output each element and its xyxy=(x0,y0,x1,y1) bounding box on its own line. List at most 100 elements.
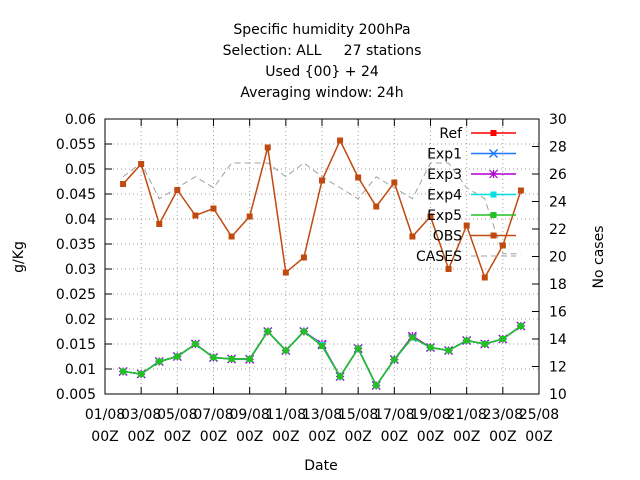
y2-tick-label: 14 xyxy=(549,332,567,348)
title-line-1: Specific humidity 200hPa xyxy=(233,22,410,38)
series-obs-point xyxy=(463,222,470,229)
series-exp5-point xyxy=(282,347,289,354)
legend-label-ref: Ref xyxy=(439,126,463,142)
legend-label-exp4: Exp4 xyxy=(427,188,462,204)
y-tick-label: 0.045 xyxy=(56,187,96,203)
legend-marker-obs xyxy=(490,232,497,239)
x-tick-label-hour: 00Z xyxy=(381,429,408,445)
series-exp5-point xyxy=(517,323,524,329)
series-obs-point xyxy=(499,242,506,249)
x-tick-label-hour: 00Z xyxy=(308,429,335,445)
x-tick-label-hour: 00Z xyxy=(489,429,516,445)
y-tick-label: 0.02 xyxy=(65,312,96,328)
legend-marker-exp1 xyxy=(488,148,499,159)
series-obs-point xyxy=(373,203,380,210)
y2-tick-label: 24 xyxy=(549,195,567,211)
series-obs-point xyxy=(427,213,434,220)
y-tick-label: 0.06 xyxy=(65,112,96,128)
x-tick-label-date: 03/08 xyxy=(121,407,161,423)
series-exp5-point xyxy=(409,334,416,341)
x-tick-label-hour: 00Z xyxy=(164,429,191,445)
y2-axis-label: No cases xyxy=(591,226,607,289)
series-obs-point xyxy=(120,181,127,187)
y-tick-label: 0.035 xyxy=(56,237,96,253)
x-tick-label-hour: 00Z xyxy=(525,429,552,445)
y2-tick-label: 30 xyxy=(549,112,567,128)
series-obs-point xyxy=(156,221,163,227)
series-exp5-point xyxy=(120,368,127,375)
series-obs-point xyxy=(481,274,488,281)
x-tick-label-hour: 00Z xyxy=(453,429,480,445)
series-obs-point xyxy=(210,205,217,212)
x-tick-label-date: 13/08 xyxy=(302,407,342,423)
series-exp5-point xyxy=(319,343,325,349)
legend-label-exp3: Exp3 xyxy=(427,167,462,183)
y2-tick-label: 12 xyxy=(549,360,567,376)
series-exp5-point xyxy=(210,354,217,361)
y2-tick-label: 20 xyxy=(549,250,567,266)
marker-stroke xyxy=(488,148,499,159)
x-tick-label-date: 19/08 xyxy=(410,407,450,423)
x-tick-label-hour: 00Z xyxy=(272,429,299,445)
x-tick-label-date: 25/08 xyxy=(519,407,559,423)
y2-tick-label: 22 xyxy=(549,222,567,238)
series-exp5-point xyxy=(337,373,344,380)
y2-tick-label: 18 xyxy=(549,277,567,293)
series-exp5-point xyxy=(355,345,362,352)
legend-label-exp5: Exp5 xyxy=(427,208,462,224)
series-exp5-point xyxy=(228,356,235,362)
y-tick-label: 0.055 xyxy=(56,137,96,153)
legend: Ref Exp1 Exp3 Exp4 Exp5 OBS CASES xyxy=(416,126,516,265)
y-axis-label: g/Kg xyxy=(11,241,27,273)
x-tick-label-date: 01/08 xyxy=(85,407,125,423)
series-obs-point xyxy=(246,213,253,220)
x-tick-label-date: 21/08 xyxy=(446,407,486,423)
legend-marker-exp3 xyxy=(489,169,498,179)
series-exp5-point xyxy=(463,337,470,344)
series-exp5-point xyxy=(264,328,271,335)
legend-label-cases: CASES xyxy=(416,249,462,265)
series-obs-point xyxy=(174,187,181,193)
series-exp5-point xyxy=(246,356,253,362)
y2-tick-label: 10 xyxy=(549,387,567,403)
series-obs-point xyxy=(337,137,344,144)
series-obs-point xyxy=(391,179,398,186)
legend-label-obs: OBS xyxy=(433,229,462,245)
series-obs-point xyxy=(355,174,362,181)
chart-title: Specific humidity 200hPa Selection: ALL … xyxy=(223,22,422,101)
x-tick-label-date: 15/08 xyxy=(338,407,378,423)
series-exp5-point xyxy=(499,336,506,342)
series-exp5-point xyxy=(391,356,398,363)
series-exp5-point xyxy=(174,353,181,360)
series-exp5-point xyxy=(138,371,145,377)
title-line-3: Used {00} + 24 xyxy=(265,64,379,80)
y-tick-label: 0.01 xyxy=(65,362,96,378)
series-obs-point xyxy=(228,233,235,240)
series-exp5-point xyxy=(156,358,163,365)
y2-tick-label: 16 xyxy=(549,305,567,321)
y-tick-label: 0.015 xyxy=(56,337,96,353)
series-exp5-point xyxy=(300,328,307,335)
x-tick-label-date: 17/08 xyxy=(374,407,414,423)
x-tick-label-hour: 00Z xyxy=(200,429,227,445)
legend-marker-exp5 xyxy=(490,212,497,218)
series-obs-point xyxy=(409,233,416,240)
x-tick-label-hour: 00Z xyxy=(344,429,371,445)
legend-marker-exp4 xyxy=(490,191,497,198)
series-cases-line xyxy=(122,162,521,255)
marker-stroke xyxy=(489,169,498,179)
y2-tick-label: 26 xyxy=(549,167,567,183)
series-exp5-point xyxy=(445,347,452,354)
series-obs-point xyxy=(282,269,289,276)
series-obs-point xyxy=(300,254,307,261)
series-exp5-point xyxy=(192,341,199,347)
series-obs-point xyxy=(445,266,452,272)
x-tick-label-date: 11/08 xyxy=(266,407,306,423)
series-obs-point xyxy=(319,177,325,184)
y-tick-label: 0.005 xyxy=(56,387,96,403)
y2-tick-label: 28 xyxy=(549,140,567,156)
series-obs-point xyxy=(138,161,145,167)
series-obs-point xyxy=(192,212,199,219)
legend-marker-ref xyxy=(490,130,497,136)
